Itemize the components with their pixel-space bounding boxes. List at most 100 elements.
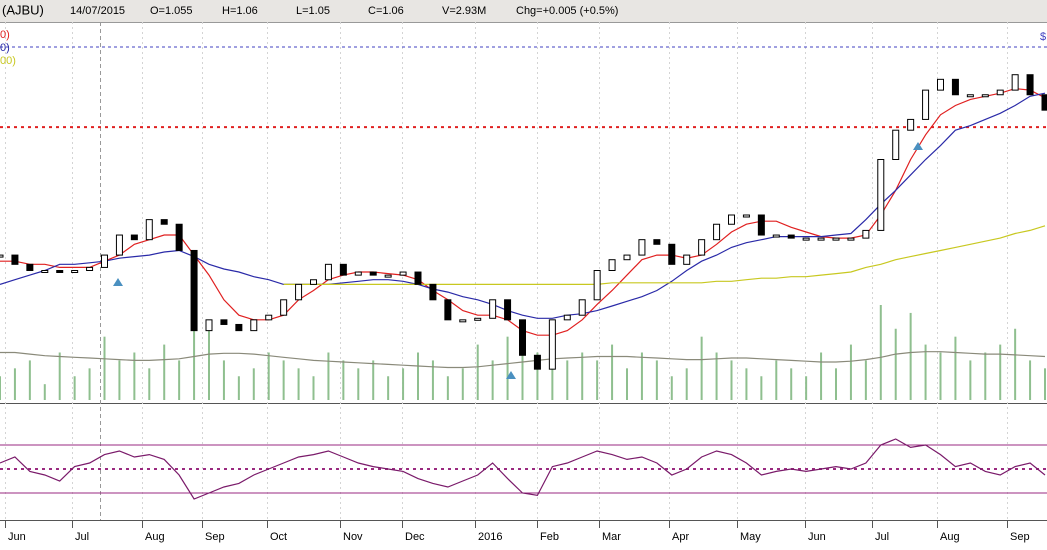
volume-bar: [611, 344, 614, 400]
moving-average-line: [0, 87, 1046, 336]
volume-bar: [566, 360, 569, 400]
price-candle: [548, 319, 556, 370]
volume-bar: [655, 360, 658, 400]
price-candle: [713, 223, 721, 241]
date: 14/07/2015: [70, 5, 125, 17]
volume-bar: [0, 376, 1, 400]
volume-bar: [849, 344, 852, 400]
volume-bar: [775, 360, 778, 400]
x-tick-label: Mar: [602, 531, 621, 543]
high: H=1.06: [222, 5, 258, 17]
price-candle: [1041, 94, 1047, 111]
price-candle: [459, 319, 467, 323]
price-candle: [996, 89, 1004, 96]
price-candle: [937, 78, 944, 91]
volume-bar: [73, 376, 76, 400]
volume-bar: [1014, 328, 1017, 400]
volume-bar: [521, 328, 524, 400]
price-candle: [339, 263, 347, 276]
volume-bar: [596, 360, 599, 400]
price-candle: [160, 219, 168, 225]
volume-bar: [760, 376, 763, 400]
volume-bar: [939, 352, 942, 400]
volume-bar: [88, 368, 91, 400]
price-candle: [265, 314, 273, 321]
volume-bar: [446, 376, 449, 400]
price-candle: [56, 270, 64, 273]
price-candle: [742, 214, 750, 218]
volume-bar: [297, 368, 300, 400]
x-tick-label: Aug: [145, 531, 165, 543]
volume-bar: [417, 352, 419, 400]
volume-bar: [805, 376, 808, 400]
price-candle: [757, 214, 765, 236]
volume-bar: [133, 352, 136, 400]
price-candle: [832, 237, 840, 241]
volume-bar: [581, 352, 584, 400]
moving-average-line: [0, 92, 1046, 319]
volume-bar: [536, 352, 539, 400]
price-candle: [310, 279, 317, 285]
x-tick-label: Sep: [1010, 531, 1030, 543]
volume-bar: [954, 336, 957, 400]
volume-bar: [252, 368, 255, 400]
price-candle: [593, 270, 601, 301]
volume-bar: [282, 360, 285, 400]
price-candle: [384, 274, 392, 278]
volume-bar: [864, 360, 867, 400]
rsi-line: [0, 438, 1046, 500]
x-tick-label: Jul: [75, 531, 89, 543]
volume-average-line: [0, 351, 1046, 369]
price-candle: [1011, 74, 1019, 91]
x-tick-label: Jun: [8, 531, 26, 543]
price-candle: [877, 159, 885, 231]
price-candle: [638, 239, 646, 256]
price-candle: [981, 94, 989, 98]
volume-bar: [208, 328, 210, 400]
low: L=1.05: [296, 5, 330, 17]
volume-bar: [1029, 360, 1032, 400]
volume-bar: [670, 376, 673, 400]
price-candle: [907, 118, 915, 131]
volume-bar: [640, 352, 643, 400]
price-candle: [563, 314, 571, 321]
price-candle: [728, 214, 735, 225]
price-candle: [280, 299, 288, 316]
price-candle: [892, 129, 900, 160]
price-candle: [623, 254, 631, 261]
price-candle: [41, 270, 49, 273]
price-candle: [489, 299, 497, 319]
legend-entry: 0): [0, 42, 10, 54]
moving-average-line: [283, 225, 1046, 285]
volume-bar: [909, 312, 912, 400]
price-candle: [250, 319, 258, 332]
price-candle: [86, 266, 94, 271]
change: Chg=+0.005 (+0.5%): [516, 5, 618, 17]
volume-bar: [820, 352, 823, 400]
volume-bar: [43, 384, 46, 400]
price-candle: [295, 283, 303, 301]
volume-bar: [222, 360, 225, 400]
price-candle: [668, 243, 676, 265]
price-candle: [698, 239, 706, 256]
volume-bar: [879, 305, 882, 400]
open: O=1.055: [150, 5, 193, 17]
volume-bar: [894, 328, 897, 400]
volume-bar: [700, 336, 703, 400]
price-candle: [772, 234, 780, 238]
volume-bar: [28, 360, 31, 400]
volume-bar: [327, 352, 330, 400]
price-candle: [145, 219, 153, 241]
price-candle: [787, 234, 795, 239]
volume-bar: [193, 305, 196, 400]
volume-bar: [178, 360, 181, 400]
volume-bar: [551, 368, 554, 400]
header-bar: [0, 0, 1047, 22]
x-tick-label: Apr: [672, 531, 689, 543]
price-candle: [922, 89, 930, 120]
price-candle: [175, 223, 183, 251]
volume-bar: [969, 360, 972, 400]
legend-entry: 0): [0, 29, 10, 41]
price-candle: [1026, 74, 1034, 96]
